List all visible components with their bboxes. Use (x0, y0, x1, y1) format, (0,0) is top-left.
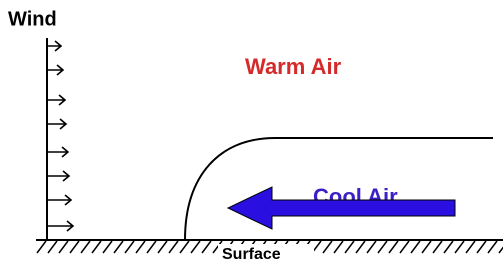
hatch (103, 241, 112, 253)
hatch (81, 241, 90, 253)
hatch (389, 241, 398, 253)
wind-arrow (47, 171, 69, 181)
hatch (411, 241, 420, 253)
hatch (147, 241, 156, 253)
wind-arrow (47, 41, 61, 51)
hatch (180, 241, 189, 253)
hatch (158, 241, 167, 253)
page: Wind Warm Air Cool Air Surface (() => { … (0, 0, 503, 265)
hatch (345, 241, 354, 253)
wind-arrow (47, 119, 66, 129)
hatch (422, 241, 431, 253)
hatch (455, 241, 464, 253)
hatch (191, 241, 200, 253)
hatch (488, 241, 497, 253)
wind-arrow (47, 195, 71, 205)
wind-label: Wind (8, 8, 57, 30)
hatch (125, 241, 134, 253)
hatch (367, 241, 376, 253)
wind-arrows (47, 41, 73, 231)
hatch (37, 241, 46, 253)
hatch (169, 241, 178, 253)
hatch (356, 241, 365, 253)
wind-arrow (47, 147, 68, 157)
hatch (334, 241, 343, 253)
hatch (59, 241, 68, 253)
wind-arrow (47, 65, 63, 75)
hatch (70, 241, 79, 253)
wind-arrow (47, 95, 65, 105)
hatch (378, 241, 387, 253)
hatch (499, 241, 503, 253)
hatch (444, 241, 453, 253)
surface-label: Surface (222, 246, 281, 263)
hatch (477, 241, 486, 253)
hatch (114, 241, 123, 253)
hatch (92, 241, 101, 253)
wind-arrow (47, 221, 73, 231)
hatch (400, 241, 409, 253)
diagram: Wind Warm Air Cool Air Surface (0, 0, 503, 265)
hatch (433, 241, 442, 253)
hatch (136, 241, 145, 253)
warm-air-label: Warm Air (245, 54, 342, 79)
hatch (202, 241, 211, 253)
hatch (323, 241, 332, 253)
hatch (48, 241, 57, 253)
hatch (466, 241, 475, 253)
